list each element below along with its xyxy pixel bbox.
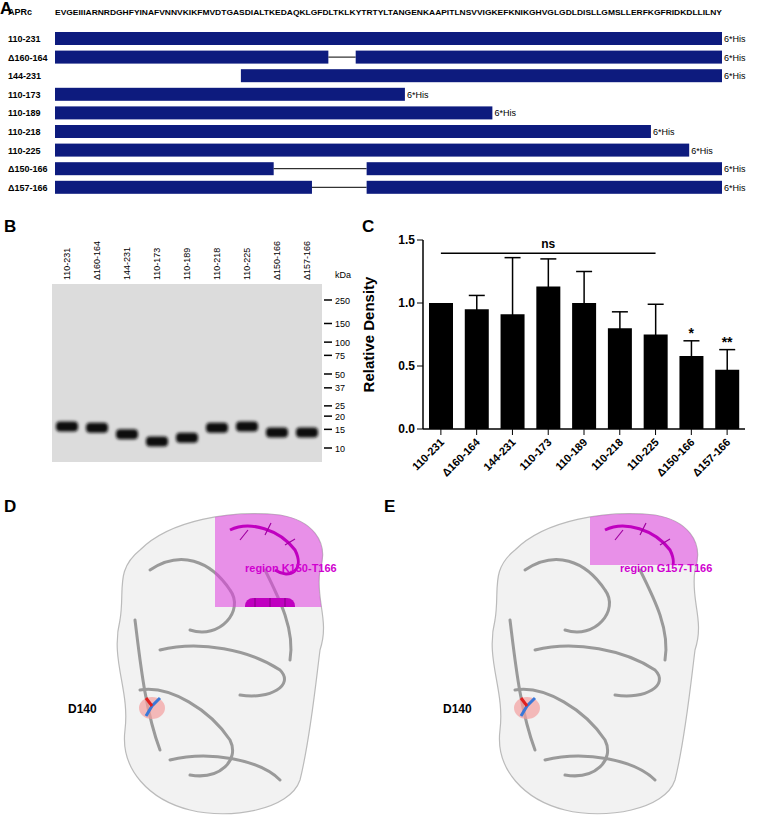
svg-text:E: E	[384, 497, 395, 516]
svg-text:*: *	[689, 325, 695, 341]
svg-text:Δ157-166: Δ157-166	[690, 436, 733, 479]
svg-text:50: 50	[335, 370, 345, 380]
svg-text:150: 150	[335, 319, 350, 329]
svg-text:100: 100	[335, 338, 350, 348]
svg-text:6*His: 6*His	[691, 146, 713, 156]
svg-text:6*His: 6*His	[724, 34, 746, 44]
svg-text:110-173: 110-173	[8, 90, 41, 100]
svg-text:110-189: 110-189	[182, 248, 192, 280]
svg-text:75: 75	[335, 351, 345, 361]
svg-text:144-231: 144-231	[8, 71, 41, 81]
svg-text:6*His: 6*His	[653, 127, 675, 137]
svg-text:110-218: 110-218	[8, 127, 41, 137]
svg-text:Δ157-166: Δ157-166	[302, 241, 312, 280]
svg-text:kDa: kDa	[335, 270, 351, 280]
svg-text:10: 10	[335, 444, 345, 454]
svg-text:1.0: 1.0	[398, 296, 415, 310]
svg-text:37: 37	[335, 383, 345, 393]
svg-text:144-231: 144-231	[122, 247, 132, 280]
svg-text:D140: D140	[68, 702, 97, 716]
svg-text:25: 25	[335, 401, 345, 411]
svg-text:ns: ns	[541, 237, 555, 251]
svg-text:110-189: 110-189	[553, 436, 590, 473]
svg-text:APRc: APRc	[8, 7, 32, 17]
svg-text:250: 250	[335, 296, 350, 306]
svg-text:D140: D140	[443, 702, 472, 716]
svg-text:Δ160-164: Δ160-164	[92, 241, 102, 280]
svg-text:B: B	[4, 217, 16, 236]
svg-text:110-231: 110-231	[410, 436, 447, 473]
svg-text:Δ160-164: Δ160-164	[439, 435, 482, 478]
svg-text:Δ160-164: Δ160-164	[8, 53, 48, 63]
svg-text:110-225: 110-225	[624, 436, 661, 473]
svg-text:144-231: 144-231	[481, 436, 518, 473]
svg-text:A: A	[0, 0, 12, 18]
svg-text:20: 20	[335, 412, 345, 422]
svg-text:110-225: 110-225	[8, 146, 41, 156]
svg-text:110-189: 110-189	[8, 108, 41, 118]
svg-text:15: 15	[335, 425, 345, 435]
svg-text:Relative Density: Relative Density	[360, 276, 377, 393]
svg-text:110-218: 110-218	[212, 248, 222, 280]
svg-text:Δ157-166: Δ157-166	[8, 183, 48, 193]
svg-text:6*His: 6*His	[407, 90, 429, 100]
svg-text:Δ150-166: Δ150-166	[8, 164, 48, 174]
svg-text:1.5: 1.5	[398, 233, 415, 247]
svg-text:0.0: 0.0	[398, 422, 415, 436]
svg-text:Δ150-166: Δ150-166	[654, 436, 697, 479]
svg-text:110-173: 110-173	[152, 248, 162, 280]
svg-text:C: C	[362, 217, 374, 236]
svg-text:110-218: 110-218	[589, 436, 626, 473]
svg-text:region G157-T166: region G157-T166	[620, 562, 712, 574]
svg-text:EVGEIIIARNRDGHFYINAFVNNVKIKFMV: EVGEIIIARNRDGHFYINAFVNNVKIKFMVDTGASDIALT…	[55, 8, 722, 17]
svg-text:110-231: 110-231	[62, 248, 72, 280]
svg-text:110-173: 110-173	[517, 436, 554, 473]
svg-text:region K150-T166: region K150-T166	[245, 562, 337, 574]
svg-text:0.5: 0.5	[398, 359, 415, 373]
svg-text:**: **	[722, 334, 733, 350]
svg-text:6*His: 6*His	[494, 108, 516, 118]
svg-text:6*His: 6*His	[724, 183, 746, 193]
svg-text:110-225: 110-225	[242, 248, 252, 280]
svg-text:110-231: 110-231	[8, 34, 41, 44]
svg-text:6*His: 6*His	[724, 53, 746, 63]
svg-text:D: D	[4, 497, 16, 516]
svg-text:6*His: 6*His	[724, 71, 746, 81]
svg-text:6*His: 6*His	[724, 164, 746, 174]
svg-text:Δ150-166: Δ150-166	[272, 241, 282, 280]
